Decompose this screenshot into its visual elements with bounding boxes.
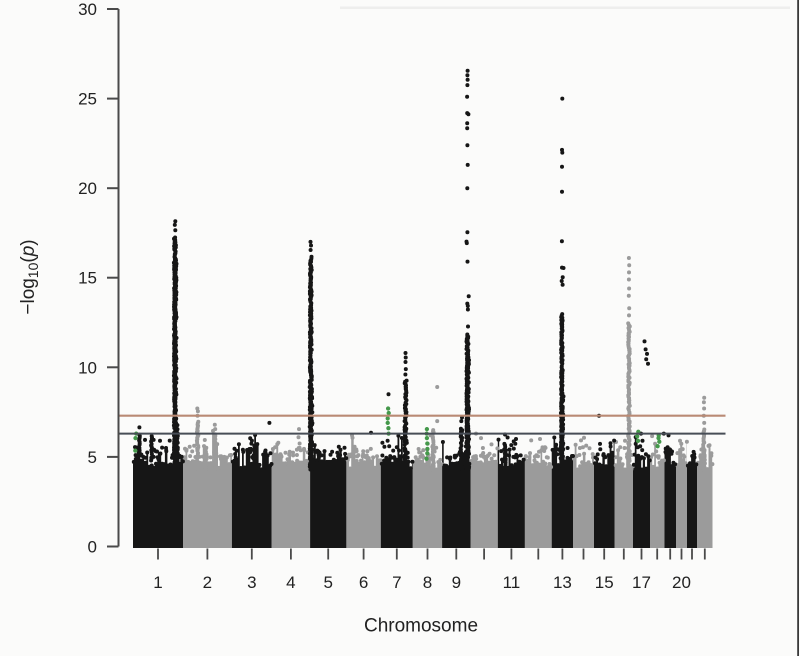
svg-text:15: 15 xyxy=(78,269,97,288)
svg-text:20: 20 xyxy=(672,573,691,592)
svg-text:13: 13 xyxy=(553,573,572,592)
svg-text:15: 15 xyxy=(595,573,614,592)
svg-text:1: 1 xyxy=(153,573,162,592)
svg-text:20: 20 xyxy=(78,179,97,198)
svg-text:Chromosome: Chromosome xyxy=(364,616,478,637)
svg-text:9: 9 xyxy=(452,573,461,592)
svg-text:−log10(p): −log10(p) xyxy=(18,239,41,314)
svg-text:17: 17 xyxy=(632,573,651,592)
svg-text:10: 10 xyxy=(78,358,97,377)
svg-text:4: 4 xyxy=(286,573,295,592)
svg-text:7: 7 xyxy=(392,573,401,592)
svg-text:11: 11 xyxy=(503,573,521,592)
svg-text:2: 2 xyxy=(203,573,212,592)
svg-text:5: 5 xyxy=(88,448,97,467)
svg-text:8: 8 xyxy=(423,573,432,592)
svg-text:6: 6 xyxy=(359,573,368,592)
svg-text:0: 0 xyxy=(88,538,97,557)
svg-text:25: 25 xyxy=(78,90,97,109)
svg-text:3: 3 xyxy=(247,573,256,592)
svg-text:30: 30 xyxy=(78,0,97,19)
svg-text:5: 5 xyxy=(323,573,332,592)
